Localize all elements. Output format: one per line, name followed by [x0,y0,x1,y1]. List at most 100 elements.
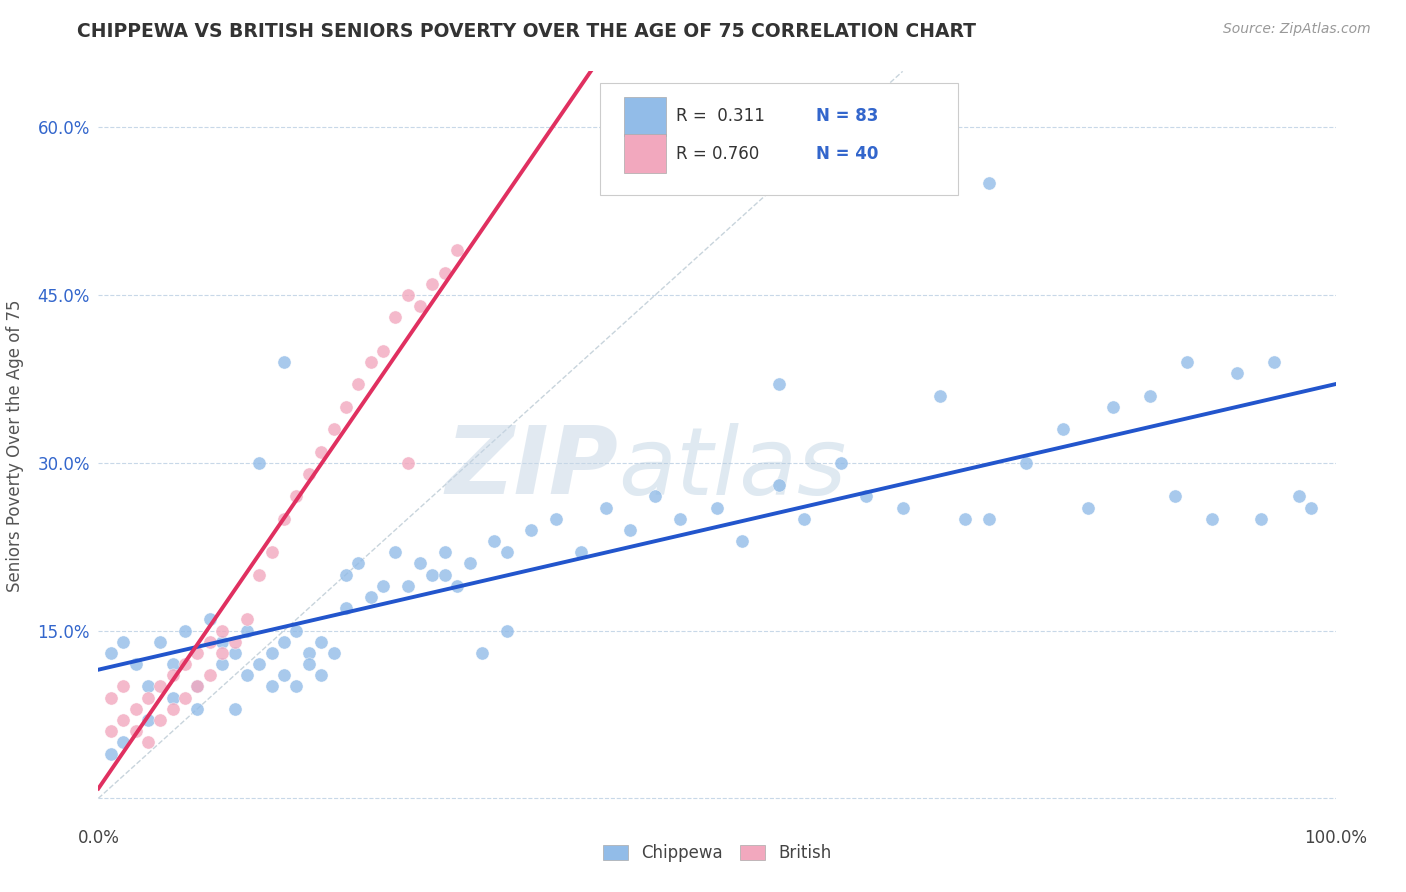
Point [384,310,406,325]
Point [273,634,295,648]
Point [174,657,197,671]
Point [309,668,332,682]
Point [100,646,122,660]
Point [198,668,221,682]
Point [211,634,233,648]
Point [273,511,295,525]
Point [768,478,790,492]
Point [100,747,122,761]
Point [112,735,135,749]
Point [298,467,321,481]
Point [1052,422,1074,436]
Point [224,634,246,648]
Point [136,735,159,749]
Point [855,489,877,503]
Point [520,523,543,537]
Point [149,634,172,648]
Text: N = 40: N = 40 [815,145,879,162]
Point [273,355,295,369]
FancyBboxPatch shape [599,83,959,195]
Point [100,724,122,739]
Point [595,500,617,515]
Point [347,377,370,392]
Point [335,567,357,582]
Point [619,523,641,537]
Point [247,456,270,470]
Point [136,713,159,727]
Point [1250,511,1272,525]
Point [644,489,666,503]
Text: atlas: atlas [619,423,846,514]
Point [335,601,357,615]
Point [768,377,790,392]
Point [285,680,308,694]
Point [309,634,332,648]
Point [162,668,184,682]
Point [174,690,197,705]
Point [953,511,976,525]
Point [186,646,208,660]
Point [298,646,321,660]
Point [236,668,259,682]
Point [1288,489,1310,503]
Point [471,646,494,660]
Point [433,567,456,582]
Point [162,702,184,716]
Point [260,545,283,559]
Point [458,557,481,571]
Point [979,511,1001,525]
Point [186,702,208,716]
Point [371,579,394,593]
Point [136,690,159,705]
Point [285,489,308,503]
Point [1102,400,1125,414]
Point [433,266,456,280]
Point [546,511,568,525]
Text: R =  0.311: R = 0.311 [676,107,765,125]
Point [484,534,506,549]
Text: Source: ZipAtlas.com: Source: ZipAtlas.com [1223,22,1371,37]
Point [285,624,308,638]
Point [793,511,815,525]
Point [928,389,950,403]
Point [112,713,135,727]
Point [136,680,159,694]
Point [124,724,146,739]
Point [186,680,208,694]
Point [211,624,233,638]
Point [112,680,135,694]
Point [495,545,517,559]
Point [322,646,344,660]
Point [198,612,221,626]
Point [396,579,419,593]
Point [247,657,270,671]
Point [236,624,259,638]
Point [360,355,382,369]
Point [211,657,233,671]
Point [260,646,283,660]
Point [731,534,754,549]
Point [396,456,419,470]
Y-axis label: Seniors Poverty Over the Age of 75: Seniors Poverty Over the Age of 75 [6,300,24,592]
Point [371,343,394,358]
FancyBboxPatch shape [624,97,666,136]
Point [569,545,592,559]
Point [830,456,852,470]
Point [396,288,419,302]
Point [162,690,184,705]
Point [1201,511,1223,525]
Point [162,657,184,671]
Point [260,680,283,694]
Point [446,579,468,593]
Point [706,500,728,515]
Point [198,634,221,648]
Point [891,500,914,515]
Point [495,624,517,638]
Point [224,702,246,716]
Point [186,680,208,694]
Point [422,277,444,291]
Point [112,634,135,648]
Point [211,646,233,660]
Point [669,511,692,525]
Point [224,646,246,660]
